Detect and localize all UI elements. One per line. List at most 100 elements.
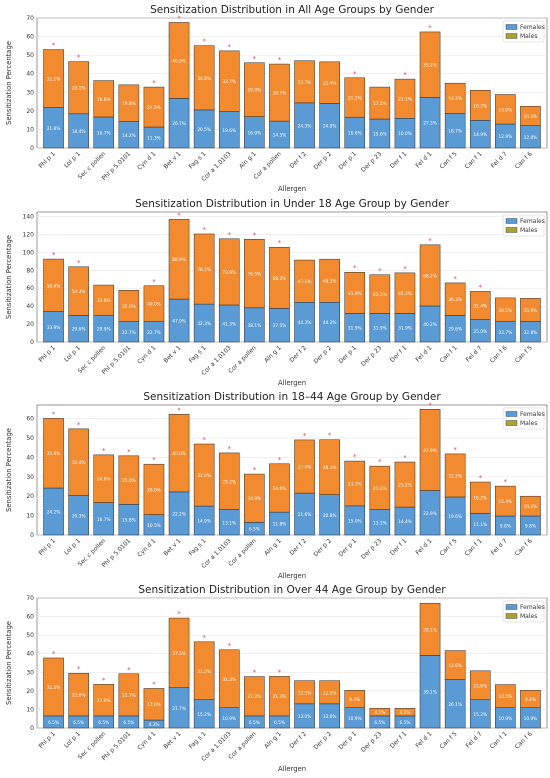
male-value-label: 24.9% xyxy=(273,486,287,492)
chart-title: Sensitization Distribution in 18–44 Age … xyxy=(143,391,441,403)
significance-star: * xyxy=(228,43,232,51)
female-value-label: 16.9% xyxy=(248,130,262,136)
male-value-label: 12.5% xyxy=(323,690,337,696)
female-value-label: 14.2% xyxy=(122,133,136,139)
bar-males xyxy=(118,84,140,122)
male-value-label: 36.3% xyxy=(448,297,462,303)
x-tick-label: Cyn d 1 xyxy=(136,344,157,365)
significance-star: * xyxy=(152,79,156,87)
y-tick-label: 70 xyxy=(26,595,34,602)
male-value-label: 9.4% xyxy=(349,697,360,703)
female-value-label: 38.1% xyxy=(248,323,262,329)
female-value-label: 15.2% xyxy=(473,712,487,718)
y-tick-label: 60 xyxy=(26,34,34,41)
y-tick-label: 10 xyxy=(26,706,34,713)
bar-males xyxy=(93,284,115,316)
male-value-label: 45.2% xyxy=(398,291,412,297)
female-value-label: 22.8% xyxy=(524,330,538,336)
male-value-label: 32.7% xyxy=(222,79,236,85)
bar-males xyxy=(444,282,466,316)
bar-males xyxy=(244,239,265,309)
chart-title: Sensitization Distribution in Over 44 Ag… xyxy=(138,584,446,596)
female-value-label: 20.3% xyxy=(72,513,86,519)
female-value-label: 6.5% xyxy=(73,720,84,726)
x-tick-label: Aln g 1 xyxy=(263,344,283,364)
x-tick-label: Can f 6 xyxy=(514,150,534,170)
bar-males xyxy=(394,272,416,314)
female-value-label: 6.5% xyxy=(123,720,134,726)
bar-males xyxy=(319,680,340,705)
bar-males xyxy=(143,285,165,322)
female-value-label: 12.0% xyxy=(524,135,538,141)
y-axis-label: Sensitization Percentage xyxy=(5,41,13,125)
male-value-label: 35.2% xyxy=(423,63,437,69)
significance-star: * xyxy=(479,283,483,291)
significance-star: * xyxy=(177,406,181,414)
female-value-label: 11.1% xyxy=(473,522,487,528)
female-value-label: 6.5% xyxy=(399,720,410,726)
x-tick-label: Der p 1 xyxy=(338,730,359,751)
female-value-label: 14.9% xyxy=(197,519,211,525)
male-value-label: 40.9% xyxy=(172,58,186,64)
significance-star: * xyxy=(328,432,332,440)
x-tick-label: Can f 1 xyxy=(464,537,484,557)
significance-star: * xyxy=(428,24,432,32)
x-tick-label: Lol p 1 xyxy=(63,344,82,363)
female-value-label: 20.8% xyxy=(323,513,337,519)
male-value-label: 23.1% xyxy=(348,481,362,487)
male-value-label: 21.3% xyxy=(273,694,287,700)
y-tick-label: 40 xyxy=(26,651,34,658)
legend: Females Males xyxy=(502,214,545,237)
female-value-label: 9.8% xyxy=(500,523,511,529)
x-tick-label: Der p 2 xyxy=(312,537,333,558)
bar-males xyxy=(193,45,215,111)
male-value-label: 16.2% xyxy=(473,103,487,109)
x-tick-label: Der f 1 xyxy=(389,537,409,557)
y-tick-label: 50 xyxy=(26,52,34,59)
bar-males xyxy=(118,455,140,505)
male-value-label: 25.0% xyxy=(122,478,136,484)
female-value-label: 15.6% xyxy=(373,132,387,138)
significance-star: * xyxy=(77,665,81,673)
x-tick-label: Der f 2 xyxy=(288,150,308,170)
female-value-label: 26.7% xyxy=(172,121,186,127)
legend-label-females: Females xyxy=(520,604,545,611)
x-tick-label: Can f 5 xyxy=(438,730,458,750)
significance-star: * xyxy=(253,231,257,239)
female-value-label: 12.9% xyxy=(499,134,513,140)
significance-star: * xyxy=(378,267,382,275)
male-value-label: 33.6% xyxy=(97,298,111,304)
significance-star: * xyxy=(152,456,156,464)
male-value-label: 16.2% xyxy=(448,96,462,102)
legend: Females Males xyxy=(502,407,545,430)
male-value-label: 28.1% xyxy=(72,86,86,92)
x-tick-label: Can f 1 xyxy=(489,730,509,750)
male-value-label: 31.2% xyxy=(197,669,211,675)
y-tick-label: 30 xyxy=(26,89,34,96)
female-value-label: 21.8% xyxy=(47,126,61,132)
significance-star: * xyxy=(278,668,282,676)
male-value-label: 34.4% xyxy=(72,460,86,466)
x-tick-label: Lol p 1 xyxy=(63,537,82,556)
male-value-label: 12.5% xyxy=(298,690,312,696)
male-value-label: 40.0% xyxy=(172,451,186,457)
male-value-label: 15.6% xyxy=(473,683,487,689)
bar-males xyxy=(68,266,89,316)
bar-males xyxy=(369,274,391,314)
y-tick-label: 60 xyxy=(26,614,34,621)
legend: Females Males xyxy=(502,600,545,623)
x-tick-label: Can f 5 xyxy=(438,150,458,170)
female-value-label: 22.2% xyxy=(172,511,186,517)
bar-males xyxy=(520,690,541,709)
significance-star: * xyxy=(278,239,282,247)
significance-star: * xyxy=(202,38,206,46)
x-tick-label: Can f 1 xyxy=(438,344,458,364)
significance-star: * xyxy=(77,421,81,429)
bar-males xyxy=(394,708,416,717)
y-tick-label: 20 xyxy=(26,321,34,328)
legend-label-males: Males xyxy=(520,420,537,427)
legend-label-males: Males xyxy=(520,227,537,234)
significance-star: * xyxy=(77,259,81,267)
male-value-label: 34.6% xyxy=(197,76,211,82)
female-value-label: 10.9% xyxy=(348,716,362,722)
